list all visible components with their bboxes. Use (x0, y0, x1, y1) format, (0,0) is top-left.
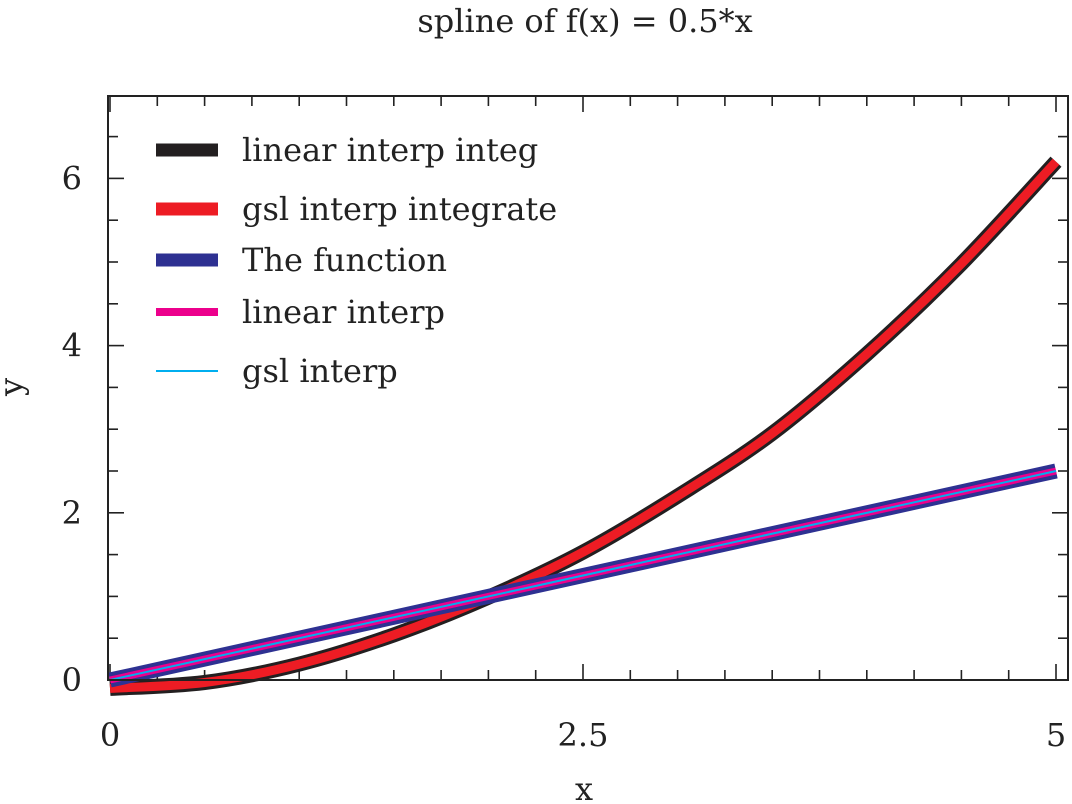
y-tick-label: 2 (62, 494, 82, 532)
series-gsl-interp-integrate (109, 158, 1060, 693)
ticks-layer (108, 96, 1068, 681)
x-axis-label: x (575, 770, 593, 804)
x-tick-label: 0 (100, 716, 120, 754)
plot-frame (107, 95, 1069, 681)
tick-labels-layer: 0 2.5 5 0 2 4 6 (62, 159, 1067, 754)
series-gsl-interp (109, 470, 1057, 681)
x-tick-label: 2.5 (558, 716, 609, 754)
chart-title: spline of f(x) = 0.5*x (417, 2, 752, 40)
legend-label: linear interp (242, 293, 445, 331)
legend-label: The function (242, 241, 447, 279)
y-axis-label: y (0, 378, 30, 397)
y-tick-label: 0 (62, 661, 82, 699)
legend-label: gsl interp integrate (242, 190, 557, 228)
legend: linear interp integ gsl interp integrate T… (156, 131, 557, 390)
y-tick-label: 4 (62, 327, 82, 365)
legend-label: gsl interp (242, 352, 398, 390)
series-layer (108, 156, 1062, 696)
legend-label: linear interp integ (242, 131, 538, 169)
x-tick-label: 5 (1046, 716, 1066, 754)
y-tick-label: 6 (62, 159, 82, 197)
